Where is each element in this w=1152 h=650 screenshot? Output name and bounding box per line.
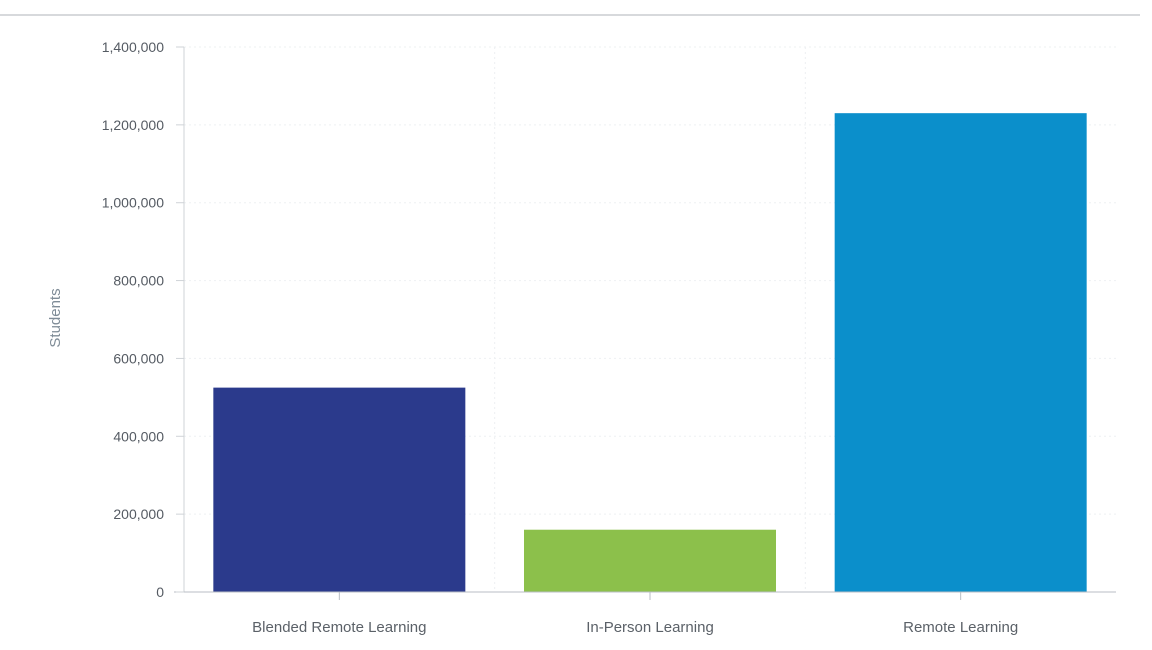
y-tick-label: 0: [156, 584, 164, 600]
axes: [174, 46, 1116, 600]
y-tick-label: 400,000: [113, 428, 164, 444]
bars: [213, 113, 1087, 592]
x-tick-label: In-Person Learning: [586, 619, 714, 636]
y-tick-label: 600,000: [113, 350, 164, 366]
top-divider: [0, 14, 1140, 16]
y-axis-title: Students: [47, 288, 64, 347]
y-tick-label: 200,000: [113, 506, 164, 522]
bar-in-person-learning: [524, 529, 776, 592]
bar-blended-remote-learning: [213, 387, 466, 592]
y-tick-label: 800,000: [113, 273, 164, 289]
y-tick-label: 1,000,000: [102, 195, 164, 211]
y-tick-label: 1,400,000: [102, 39, 164, 55]
y-tick-label: 1,200,000: [102, 117, 164, 133]
x-tick-label: Remote Learning: [903, 619, 1018, 636]
bar-remote-learning: [834, 113, 1087, 592]
x-tick-label: Blended Remote Learning: [252, 619, 426, 636]
labels: 0 200,000 400,000 600,000 800,000 1,000,000 1,…: [102, 39, 1019, 636]
